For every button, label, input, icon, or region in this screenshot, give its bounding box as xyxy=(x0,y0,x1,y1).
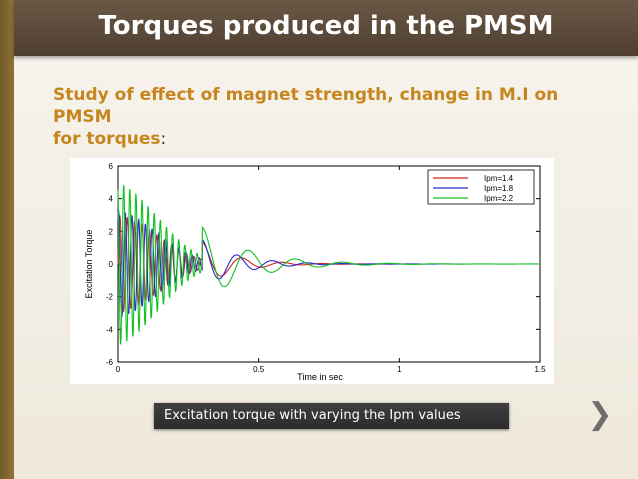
y-tick-label: -2 xyxy=(106,293,114,302)
slide-title: Torques produced in the PMSM xyxy=(98,11,554,41)
y-tick-label: -6 xyxy=(106,358,114,367)
y-axis-label: Excitation Torque xyxy=(84,230,94,299)
y-tick-label: 0 xyxy=(109,260,114,269)
x-tick-label: 1.5 xyxy=(534,365,546,374)
x-axis-label: Time in sec xyxy=(297,372,343,382)
chevron-right-icon[interactable]: ❯ xyxy=(587,397,613,432)
x-tick-label: 0.5 xyxy=(253,365,265,374)
chart-panel: 6 4 2 0 -2 -4 -6 0 0.5 1 1.5 Ipm=1.4 Ipm=1.8 Ipm=2.… xyxy=(70,158,554,384)
legend-label: Ipm=1.4 xyxy=(484,174,514,183)
y-tick-label: 2 xyxy=(109,227,114,236)
y-tick-label: -4 xyxy=(106,325,114,334)
subtitle-colon: : xyxy=(160,129,167,149)
title-bar: Torques produced in the PMSM xyxy=(14,0,638,56)
y-tick-label: 4 xyxy=(109,195,114,204)
figure-caption: Excitation torque with varying the Ipm v… xyxy=(154,403,509,429)
legend-box xyxy=(427,169,535,205)
legend-label: Ipm=1.8 xyxy=(484,184,514,193)
slide-subtitle: Study of effect of magnet strength, chan… xyxy=(53,84,613,150)
series-line-ipm-2-2 xyxy=(117,184,540,345)
excitation-torque-chart: 6 4 2 0 -2 -4 -6 0 0.5 1 1.5 Ipm=1.4Ipm=1.8Ipm=2.… xyxy=(84,162,546,382)
subtitle-line-2: for torques xyxy=(53,129,161,149)
y-tick-label: 6 xyxy=(109,162,114,171)
left-accent-bar xyxy=(0,0,14,479)
subtitle-line-1: Study of effect of magnet strength, chan… xyxy=(53,85,559,127)
legend-label: Ipm=2.2 xyxy=(484,194,514,203)
x-tick-label: 0 xyxy=(116,365,121,374)
x-tick-label: 1 xyxy=(397,365,402,374)
